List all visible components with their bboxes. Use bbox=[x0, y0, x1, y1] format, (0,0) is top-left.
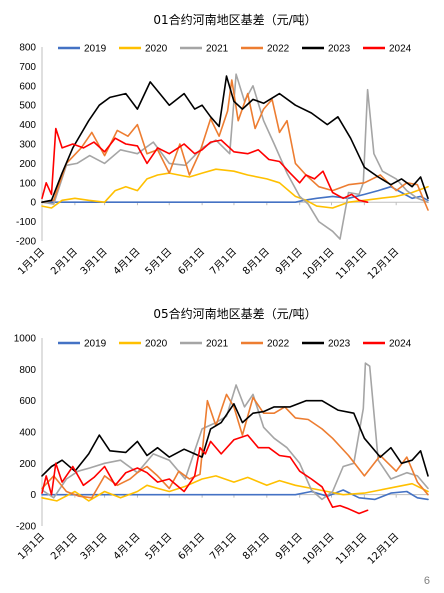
x-tick-label: 1月1日 bbox=[15, 246, 47, 278]
x-tick-label: 3月1日 bbox=[78, 531, 110, 563]
series-line-2024 bbox=[41, 434, 369, 515]
x-tick-label: 4月1日 bbox=[111, 531, 143, 563]
y-tick-label: 500 bbox=[19, 101, 36, 112]
x-tick-label: 3月1日 bbox=[78, 246, 110, 278]
y-tick-label: 200 bbox=[19, 159, 36, 170]
x-tick-label: 11月1日 bbox=[333, 531, 369, 567]
series-line-2019 bbox=[41, 185, 429, 203]
chart-1: 01合约河南地区基差（元/吨） -200 -100 0 100 200 300 400 500 6… bbox=[15, 12, 429, 282]
legend-label-2024: 2024 bbox=[389, 339, 412, 350]
series-line-2020 bbox=[41, 168, 429, 209]
legend-label-2022: 2022 bbox=[267, 339, 290, 350]
legend-label-2022: 2022 bbox=[267, 44, 290, 55]
legend-label-2020: 2020 bbox=[145, 339, 168, 350]
x-tick-label: 9月1日 bbox=[273, 531, 305, 563]
series-line-2022 bbox=[41, 79, 429, 211]
x-tick-label: 6月1日 bbox=[176, 246, 208, 278]
x-tick-label: 6月1日 bbox=[176, 531, 208, 563]
y-tick-label: 400 bbox=[19, 120, 36, 131]
y-tick-label: 600 bbox=[19, 81, 36, 92]
x-tick-label: 7月1日 bbox=[207, 531, 239, 563]
x-tick-label: 12月1日 bbox=[365, 531, 401, 567]
x-tick-label: 1月1日 bbox=[15, 531, 47, 563]
x-tick-label: 5月1日 bbox=[143, 246, 175, 278]
x-tick-label: 2月1日 bbox=[48, 246, 80, 278]
y-tick-label: 100 bbox=[19, 178, 36, 189]
y-tick-label: 1000 bbox=[14, 334, 37, 345]
chart-title: 05合约河南地区基差（元/吨） bbox=[153, 306, 316, 321]
legend-label-2024: 2024 bbox=[389, 44, 412, 55]
legend-label-2019: 2019 bbox=[84, 339, 107, 350]
x-tick-label: 8月1日 bbox=[240, 531, 272, 563]
legend-label-2023: 2023 bbox=[328, 44, 351, 55]
y-tick-label: 0 bbox=[30, 490, 36, 501]
x-tick-label: 10月1日 bbox=[300, 246, 336, 282]
x-tick-label: 8月1日 bbox=[240, 246, 272, 278]
chart-title: 01合约河南地区基差（元/吨） bbox=[153, 12, 316, 27]
series-line-2023 bbox=[41, 399, 429, 477]
x-tick-label: 11月1日 bbox=[333, 246, 369, 282]
series-line-2021 bbox=[41, 73, 429, 240]
series-line-2021 bbox=[41, 362, 429, 501]
y-tick-label: -200 bbox=[16, 237, 36, 248]
series-line-2020 bbox=[41, 475, 429, 502]
y-tick-label: 300 bbox=[19, 140, 36, 151]
page-number: 6 bbox=[423, 575, 430, 587]
y-tick-label: 0 bbox=[30, 198, 36, 209]
legend-label-2021: 2021 bbox=[206, 44, 229, 55]
legend-label-2021: 2021 bbox=[206, 339, 229, 350]
legend-label-2023: 2023 bbox=[328, 339, 351, 350]
x-tick-label: 7月1日 bbox=[207, 246, 239, 278]
x-tick-label: 12月1日 bbox=[365, 246, 401, 282]
y-tick-label: 700 bbox=[19, 62, 36, 73]
x-tick-label: 2月1日 bbox=[48, 531, 80, 563]
x-tick-label: 9月1日 bbox=[273, 246, 305, 278]
x-tick-label: 4月1日 bbox=[111, 246, 143, 278]
series-line-2024 bbox=[41, 127, 369, 203]
series-line-2023 bbox=[41, 75, 429, 203]
y-tick-label: 200 bbox=[19, 459, 36, 470]
chart-2: 05合约河南地区基差（元/吨） -200 0 200 400 600 800 1000 1月1日… bbox=[14, 306, 429, 567]
y-tick-label: -200 bbox=[16, 522, 36, 533]
y-tick-label: -100 bbox=[16, 217, 36, 228]
y-tick-label: 400 bbox=[19, 428, 36, 439]
legend-label-2020: 2020 bbox=[145, 44, 168, 55]
legend-label-2019: 2019 bbox=[84, 44, 107, 55]
y-tick-label: 600 bbox=[19, 396, 36, 407]
x-tick-label: 10月1日 bbox=[300, 531, 336, 567]
y-tick-label: 800 bbox=[19, 43, 36, 54]
y-tick-label: 800 bbox=[19, 365, 36, 376]
x-tick-label: 5月1日 bbox=[143, 531, 175, 563]
